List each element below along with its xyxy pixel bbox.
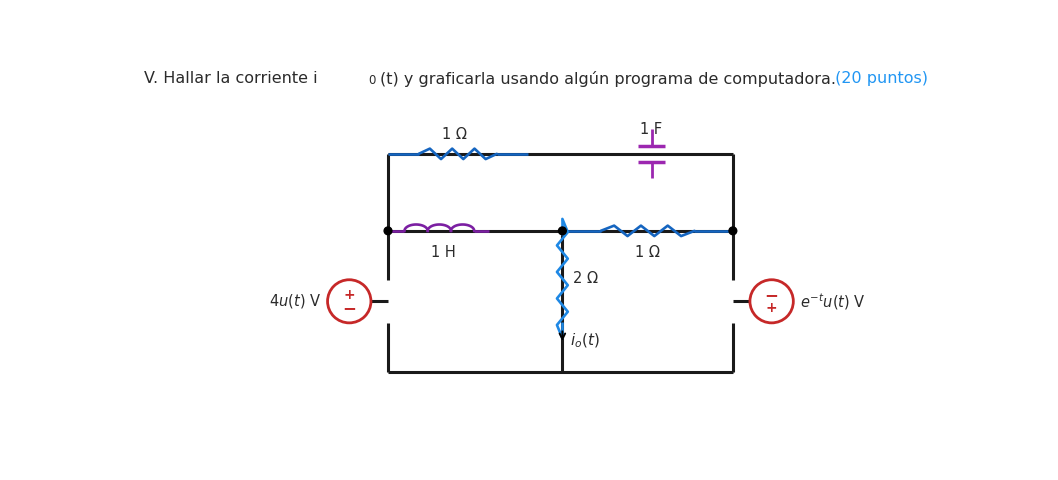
Text: +: + bbox=[344, 288, 355, 302]
Text: −: − bbox=[765, 286, 779, 304]
Circle shape bbox=[729, 227, 736, 235]
Text: +: + bbox=[766, 301, 778, 315]
Text: $e^{-t}u(t)$ V: $e^{-t}u(t)$ V bbox=[800, 291, 865, 312]
Circle shape bbox=[384, 227, 391, 235]
Text: V. Hallar la corriente i: V. Hallar la corriente i bbox=[144, 72, 317, 86]
Text: $i_o(t)$: $i_o(t)$ bbox=[570, 332, 600, 350]
Text: −: − bbox=[343, 299, 357, 317]
Text: 1 H: 1 H bbox=[432, 245, 456, 261]
Text: (20 puntos): (20 puntos) bbox=[829, 72, 928, 86]
Text: 2 Ω: 2 Ω bbox=[573, 271, 598, 286]
Text: 0: 0 bbox=[368, 74, 376, 87]
Text: 1 Ω: 1 Ω bbox=[635, 245, 660, 261]
Text: (t) y graficarla usando algún programa de computadora.: (t) y graficarla usando algún programa d… bbox=[380, 72, 836, 87]
Text: $4u(t)$ V: $4u(t)$ V bbox=[269, 292, 322, 310]
Circle shape bbox=[559, 227, 566, 235]
Text: 1 F: 1 F bbox=[640, 122, 662, 137]
Text: 1 Ω: 1 Ω bbox=[442, 127, 467, 142]
